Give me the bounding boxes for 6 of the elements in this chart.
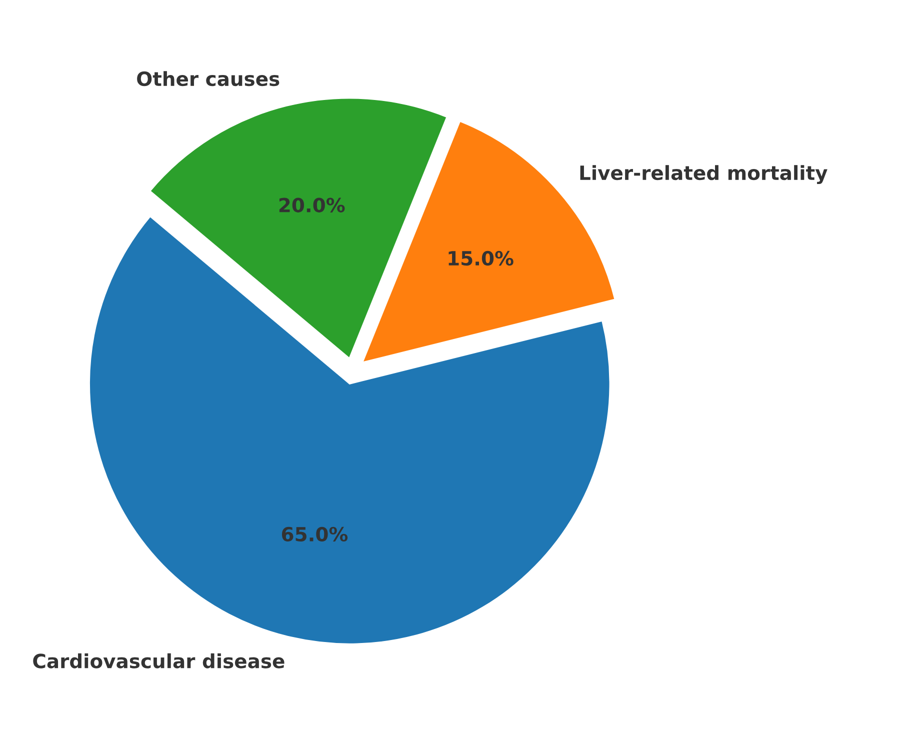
data-label: 65.0% — [282, 526, 348, 542]
slice-label: Liver-related mortality — [580, 165, 828, 184]
slice-label: Other causes — [137, 71, 280, 86]
slice-label: Cardiovascular disease — [33, 653, 284, 668]
data-label: 15.0% — [448, 250, 514, 266]
data-label: 20.0% — [279, 198, 345, 212]
